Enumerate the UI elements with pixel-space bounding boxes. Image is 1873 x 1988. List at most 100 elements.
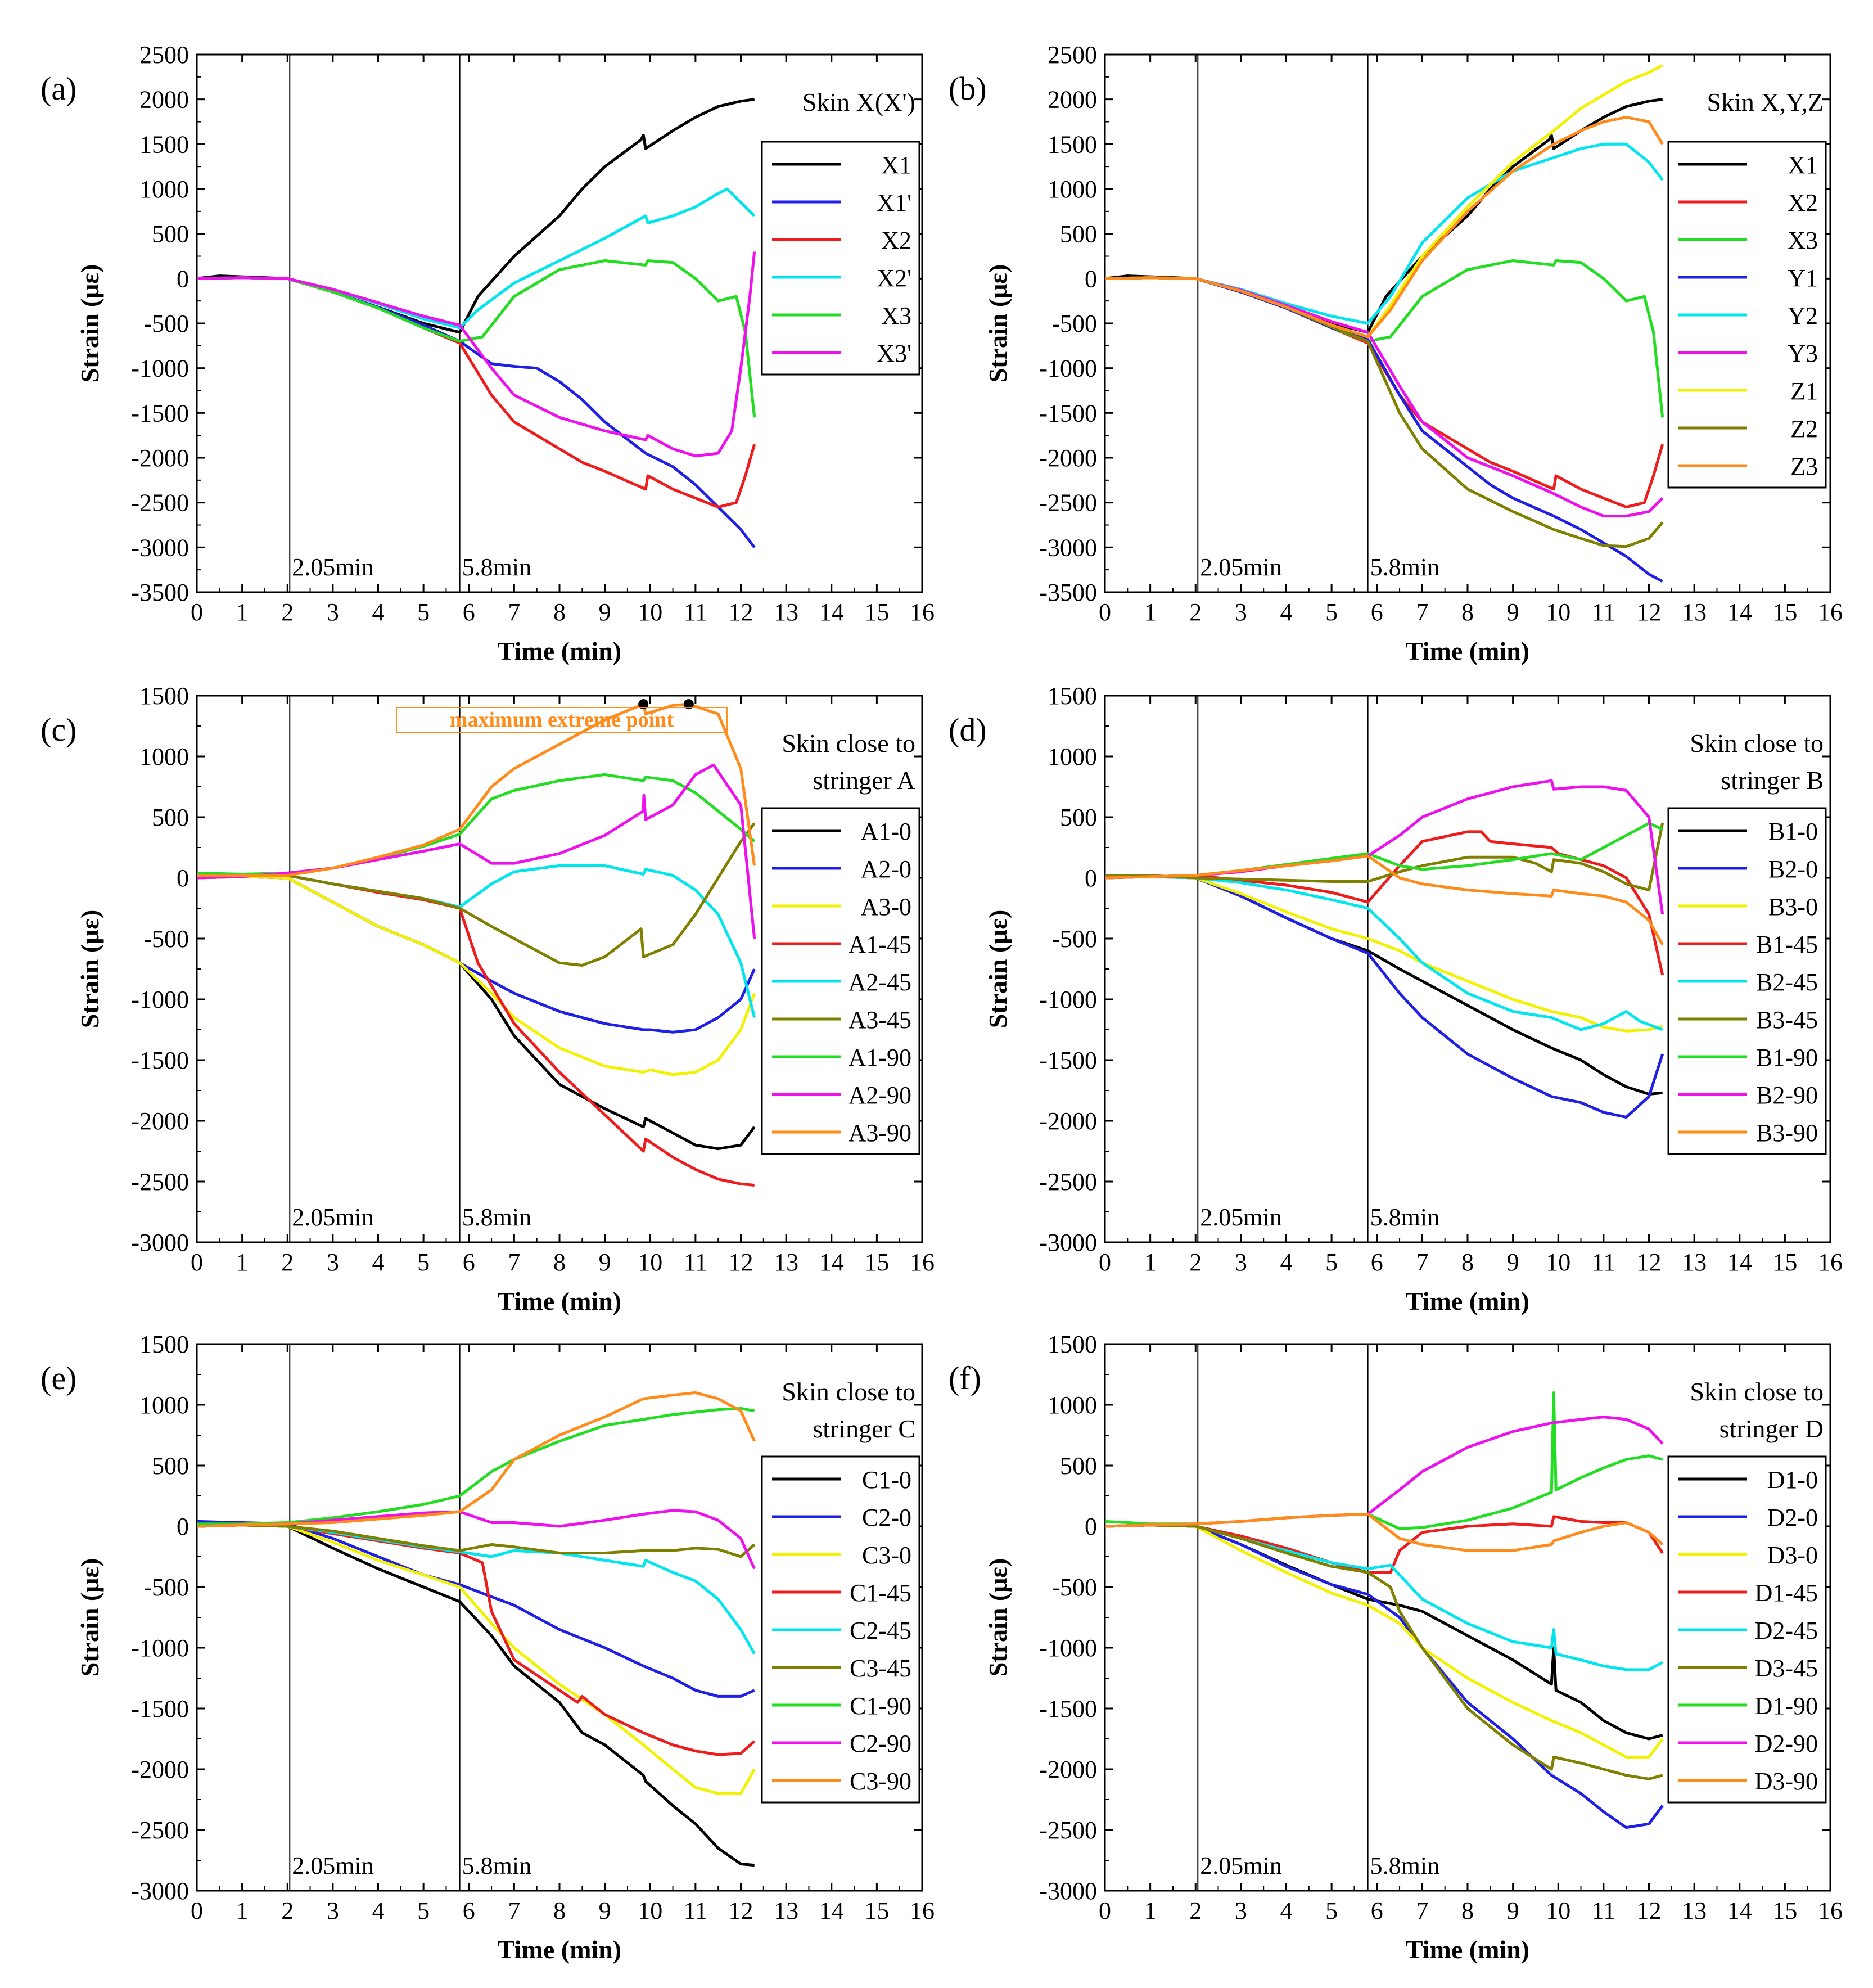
legend-title: Skin X(X') [802, 88, 915, 116]
y-tick-label: -2000 [131, 1756, 189, 1783]
x-tick-label: 16 [1818, 598, 1843, 626]
x-tick-label: 11 [1592, 1897, 1615, 1924]
legend-label: B1-45 [1756, 931, 1818, 958]
legend-label: Z1 [1790, 377, 1818, 405]
marker-line-label: 2.05min [1200, 553, 1281, 581]
y-tick-label: 0 [1085, 1513, 1097, 1540]
legend-label: B2-90 [1756, 1081, 1818, 1109]
series-line-X1' [197, 276, 756, 548]
y-tick-label: -3500 [1039, 579, 1097, 606]
series-line-D1-45 [1105, 1515, 1664, 1574]
y-tick-label: 2500 [1048, 41, 1097, 69]
x-tick-label: 9 [1507, 1897, 1519, 1924]
series-line-A3-45 [197, 822, 756, 967]
y-axis-title: Strain (με) [75, 910, 104, 1029]
x-tick-label: 4 [372, 1248, 385, 1276]
y-tick-label: -1000 [1039, 986, 1097, 1013]
legend-label: C3-90 [850, 1768, 911, 1795]
legend-label: D3-90 [1755, 1768, 1818, 1795]
x-tick-label: 6 [463, 1248, 475, 1276]
y-tick-label: 0 [177, 265, 189, 292]
marker-line-label: 5.8min [1370, 1203, 1439, 1231]
legend-label: B3-0 [1768, 893, 1818, 921]
x-tick-label: 15 [1772, 598, 1797, 626]
x-tick-label: 5 [1325, 1248, 1338, 1276]
y-axis-title: Strain (με) [983, 1558, 1012, 1677]
y-tick-label: 1500 [1048, 1331, 1097, 1358]
legend-title: Skin close to [782, 729, 915, 758]
series-line-X3' [197, 251, 756, 458]
x-tick-label: 3 [1235, 598, 1247, 626]
y-tick-label: 1000 [1048, 175, 1097, 203]
x-tick-label: 7 [1416, 1897, 1428, 1924]
legend-label: C3-45 [850, 1655, 911, 1682]
x-tick-label: 10 [1546, 598, 1570, 626]
legend-label: Z3 [1790, 453, 1818, 480]
x-axis-title: Time (min) [498, 1287, 621, 1315]
series-line-A3-90 [197, 702, 756, 877]
legend-label: C1-0 [862, 1466, 911, 1494]
x-tick-label: 13 [774, 598, 798, 626]
x-tick-label: 11 [1592, 1248, 1615, 1276]
x-tick-label: 2 [281, 598, 294, 626]
series-line-D2-45 [1105, 1523, 1663, 1671]
x-tick-label: 6 [463, 598, 475, 626]
x-tick-label: 5 [417, 1248, 430, 1276]
legend-label: A1-90 [849, 1044, 911, 1071]
x-tick-label: 3 [327, 1897, 339, 1924]
x-tick-label: 8 [1461, 1897, 1474, 1924]
y-tick-label: -500 [1051, 1574, 1097, 1601]
y-axis-title: Strain (με) [75, 264, 104, 383]
legend-label: X1' [877, 189, 911, 217]
series-line-C3-45 [197, 1523, 756, 1558]
legend-label: D3-0 [1767, 1541, 1818, 1569]
series-line-C3-0 [197, 1523, 756, 1795]
x-tick-label: 0 [191, 1248, 203, 1276]
x-tick-label: 12 [729, 598, 753, 626]
series-group [1105, 779, 1664, 1119]
y-tick-label: -1500 [1039, 399, 1097, 427]
legend-label: B3-45 [1756, 1006, 1818, 1034]
legend-label: X3 [1788, 227, 1818, 254]
legend-label: D3-45 [1755, 1655, 1818, 1682]
y-tick-label: -1500 [131, 1047, 189, 1074]
y-tick-label: -2500 [1039, 489, 1097, 517]
y-tick-label: 500 [1060, 220, 1097, 248]
x-tick-label: 11 [684, 1248, 707, 1276]
legend-label: C3-0 [862, 1541, 911, 1569]
legend-box [761, 141, 920, 376]
legend-label: D1-0 [1767, 1466, 1818, 1494]
panel-f: (f)0 1 2 3 4 5 6 7 8 9 10 11 12 13 14 15 16-3000-2500-20… [949, 1331, 1843, 1964]
x-axis-title: Time (min) [1406, 1935, 1529, 1964]
x-tick-label: 10 [638, 598, 662, 626]
x-axis-title: Time (min) [1406, 637, 1529, 665]
marker-line-label: 2.05min [1200, 1852, 1281, 1879]
panel-letter: (a) [40, 70, 76, 107]
x-tick-label: 14 [819, 598, 844, 626]
y-tick-label: -2000 [1039, 1107, 1097, 1135]
x-tick-label: 5 [417, 1897, 430, 1924]
legend-title: Skin close to [782, 1377, 915, 1406]
marker-line-label: 5.8min [462, 1203, 531, 1231]
series-line-B3-0 [1105, 875, 1663, 1033]
series-line-C2-0 [197, 1520, 755, 1698]
x-tick-label: 6 [1371, 1897, 1383, 1924]
x-tick-label: 9 [1507, 1248, 1519, 1276]
x-tick-label: 2 [1189, 598, 1202, 626]
panel-e: (e)0 1 2 3 4 5 6 7 8 9 10 11 12 13 14 15 16-3000-2500-20… [40, 1331, 935, 1964]
y-tick-label: 500 [152, 220, 189, 248]
x-tick-label: 10 [1546, 1248, 1570, 1276]
series-line-C1-45 [197, 1523, 756, 1756]
x-tick-label: 0 [1099, 598, 1111, 626]
x-tick-label: 13 [774, 1248, 798, 1276]
x-tick-label: 16 [1818, 1248, 1843, 1276]
legend-label: X3' [877, 340, 911, 367]
panel-a: (a)0 1 2 3 4 5 6 7 8 9 10 11 12 13 14 15 16-3500-3000-25… [40, 41, 935, 665]
legend-label: Z2 [1790, 415, 1818, 443]
panel-letter: (f) [949, 1360, 981, 1396]
series-line-B1-90 [1105, 822, 1663, 880]
series-line-A3-0 [197, 875, 756, 1076]
x-tick-label: 13 [774, 1897, 798, 1924]
legend-label: A3-90 [849, 1119, 911, 1147]
series-line-D2-90 [1105, 1416, 1664, 1528]
